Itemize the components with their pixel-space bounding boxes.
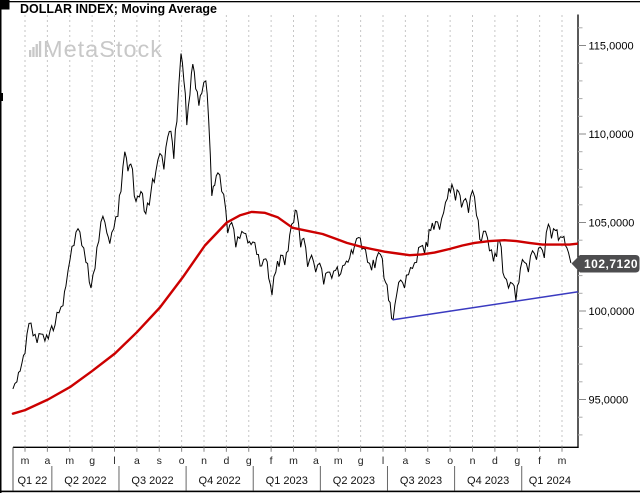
- month-label: n: [201, 455, 207, 467]
- quarter-label: Q2 2022: [64, 475, 106, 487]
- month-label: m: [289, 455, 298, 467]
- month-label: m: [65, 455, 74, 467]
- last-price-flag: 102,7120: [571, 255, 640, 273]
- y-tick-label: 100,0000: [589, 306, 635, 318]
- quarter-label: Q4 2023: [467, 475, 509, 487]
- y-tick-label: 115,0000: [589, 41, 634, 53]
- month-label: m: [21, 455, 30, 467]
- price-series: [12, 53, 572, 390]
- month-label: s: [425, 455, 430, 467]
- quarter-label: Q3 2022: [131, 475, 173, 487]
- month-label: l: [382, 455, 384, 467]
- quarter-label: Q3 2023: [400, 475, 442, 487]
- month-label: o: [447, 455, 453, 467]
- watermark-text: MetaStock: [43, 36, 163, 62]
- quarter-label: Q1 2023: [266, 475, 308, 487]
- window-bottom-border: [0, 490, 640, 493]
- window-left-border: [0, 0, 2, 493]
- month-label: f: [270, 455, 273, 467]
- metastock-logo-bars-icon: [29, 41, 42, 57]
- price-flag-shape: [571, 255, 640, 273]
- x-axis-labels: m a m g l a s o n d g f m a m g l a s o n d g f m Q1 22 Q2 2022 Q3 …: [12, 447, 571, 491]
- month-label: g: [358, 455, 364, 467]
- trendline: [392, 291, 578, 321]
- month-label: s: [157, 455, 162, 467]
- left-splitter-marker: [0, 93, 3, 101]
- month-label: m: [558, 455, 567, 467]
- chart-title: DOLLAR INDEX; Moving Average: [20, 2, 217, 16]
- month-gridlines: [24, 15, 563, 448]
- month-label: a: [313, 455, 319, 467]
- month-label: a: [134, 455, 140, 467]
- quarter-label: Q4 2022: [199, 475, 241, 487]
- month-label: g: [89, 455, 95, 467]
- axes: 115,0000 110,0000 105,0000 100,0000 95,0000: [13, 14, 635, 448]
- month-label: o: [179, 455, 185, 467]
- last-price-label: 102,7120: [584, 257, 638, 271]
- moving-average-line: [11, 210, 578, 415]
- window-top-border: [0, 1, 640, 3]
- month-label: d: [492, 455, 498, 467]
- quarter-label: Q1 2024: [529, 475, 571, 487]
- month-label: l: [113, 455, 115, 467]
- month-label: d: [223, 455, 229, 467]
- y-tick-label: 105,0000: [589, 218, 635, 230]
- month-label: g: [514, 455, 520, 467]
- window-corner-marker: [0, 0, 10, 10]
- y-tick-label: 95,0000: [589, 395, 629, 407]
- month-label: f: [538, 455, 541, 467]
- month-label: a: [44, 455, 50, 467]
- quarter-label: Q2 2023: [333, 475, 375, 487]
- quarter-label: Q1 22: [17, 475, 47, 487]
- metastock-watermark: MetaStock: [29, 36, 163, 62]
- chart-plot-area[interactable]: [1, 15, 578, 447]
- month-label: m: [334, 455, 343, 467]
- data-series: [11, 53, 578, 415]
- month-label: g: [246, 455, 252, 467]
- y-tick-label: 110,0000: [589, 129, 634, 141]
- month-label: a: [402, 455, 408, 467]
- month-label: n: [470, 455, 476, 467]
